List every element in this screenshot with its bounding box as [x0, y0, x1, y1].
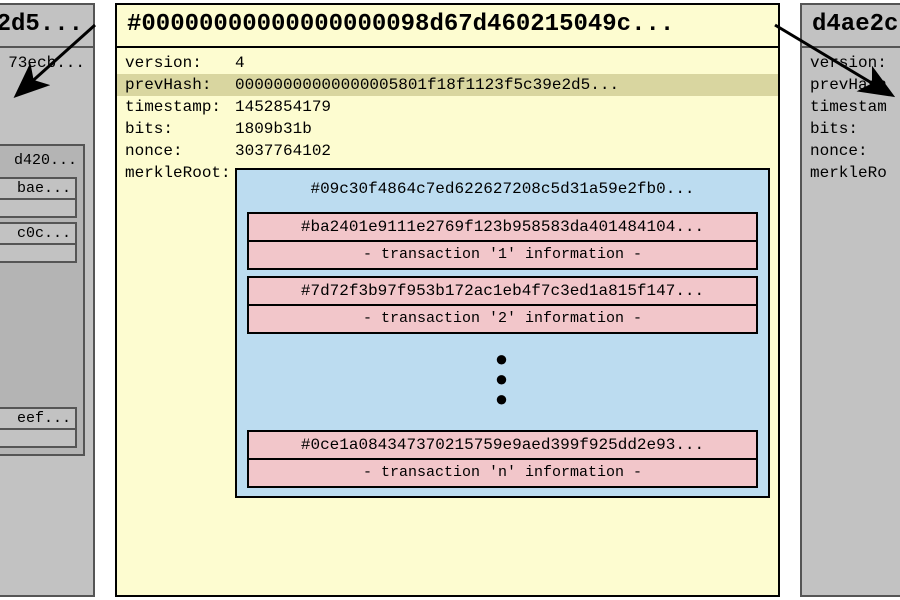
previous-block-hash: 2d5... — [0, 5, 93, 48]
merkle-panel: #09c30f4864c7ed622627208c5d31a59e2fb0...… — [235, 168, 770, 498]
field-nonce: nonce: 3037764102 — [125, 140, 770, 162]
transaction-2: #7d72f3b97f953b172ac1eb4f7c3ed1a815f147.… — [247, 276, 758, 334]
field-row: timestam — [810, 96, 900, 118]
tx-hash-mini: eef... — [0, 409, 75, 430]
ellipsis-icon: ●●● — [243, 334, 762, 424]
merkle-panel-mini: d420... bae... c0c... eef... — [0, 144, 85, 456]
field-label: version: — [125, 52, 235, 74]
field-value: 4 — [235, 52, 770, 74]
current-block: #00000000000000000098d67d460215049c... v… — [115, 3, 780, 597]
field-row: version: — [810, 52, 900, 74]
tx-hash: #ba2401e9111e2769f123b958583da401484104.… — [249, 214, 756, 242]
current-block-hash: #00000000000000000098d67d460215049c... — [117, 5, 778, 48]
field-row: bits: — [810, 118, 900, 140]
field-row: nonce: — [810, 140, 900, 162]
field-row: 73ecb... — [0, 52, 85, 74]
next-block: d4ae2c version: prevHash timestam bits: … — [800, 3, 900, 597]
field-timestamp: timestamp: 1452854179 — [125, 96, 770, 118]
merkle-root-mini: d420... — [0, 150, 79, 173]
field-value: 73ecb... — [0, 52, 85, 74]
field-bits: bits: 1809b31b — [125, 118, 770, 140]
field-version: version: 4 — [125, 52, 770, 74]
field-label: version: — [810, 52, 900, 74]
field-label: bits: — [810, 118, 900, 140]
tx-info-mini — [0, 430, 75, 446]
previous-block: 2d5... 73ecb... d420... bae... c0c... ee… — [0, 3, 95, 597]
tx-hash-mini: c0c... — [0, 224, 75, 245]
tx-hash-mini: bae... — [0, 179, 75, 200]
tx-info: - transaction 'n' information - — [249, 460, 756, 486]
field-value: 3037764102 — [235, 140, 770, 162]
field-label: timestamp: — [125, 96, 235, 118]
merkle-root: #09c30f4864c7ed622627208c5d31a59e2fb0... — [243, 174, 762, 206]
field-row: merkleRo — [810, 162, 900, 184]
tx-mini: bae... — [0, 177, 77, 218]
field-label: timestam — [810, 96, 900, 118]
field-label: merkleRo — [810, 162, 900, 184]
field-value: 1809b31b — [235, 118, 770, 140]
field-prevhash: prevHash: 00000000000000005801f18f1123f5… — [117, 74, 778, 96]
field-merkleroot: merkleRoot: #09c30f4864c7ed622627208c5d3… — [125, 162, 770, 498]
transaction-n: #0ce1a084347370215759e9aed399f925dd2e93.… — [247, 430, 758, 488]
tx-mini: eef... — [0, 407, 77, 448]
field-label: bits: — [125, 118, 235, 140]
tx-mini: c0c... — [0, 222, 77, 263]
field-label: merkleRoot: — [125, 162, 235, 184]
field-label: prevHash: — [125, 74, 235, 96]
field-row: prevHash — [810, 74, 900, 96]
tx-hash: #7d72f3b97f953b172ac1eb4f7c3ed1a815f147.… — [249, 278, 756, 306]
next-block-hash: d4ae2c — [802, 5, 900, 48]
field-label: nonce: — [810, 140, 900, 162]
tx-info-mini — [0, 200, 75, 216]
tx-info: - transaction '2' information - — [249, 306, 756, 332]
transaction-1: #ba2401e9111e2769f123b958583da401484104.… — [247, 212, 758, 270]
tx-info: - transaction '1' information - — [249, 242, 756, 268]
field-label: prevHash — [810, 74, 900, 96]
field-value: 1452854179 — [235, 96, 770, 118]
tx-info-mini — [0, 245, 75, 261]
field-label: nonce: — [125, 140, 235, 162]
field-value: 00000000000000005801f18f1123f5c39e2d5... — [235, 74, 770, 96]
tx-hash: #0ce1a084347370215759e9aed399f925dd2e93.… — [249, 432, 756, 460]
